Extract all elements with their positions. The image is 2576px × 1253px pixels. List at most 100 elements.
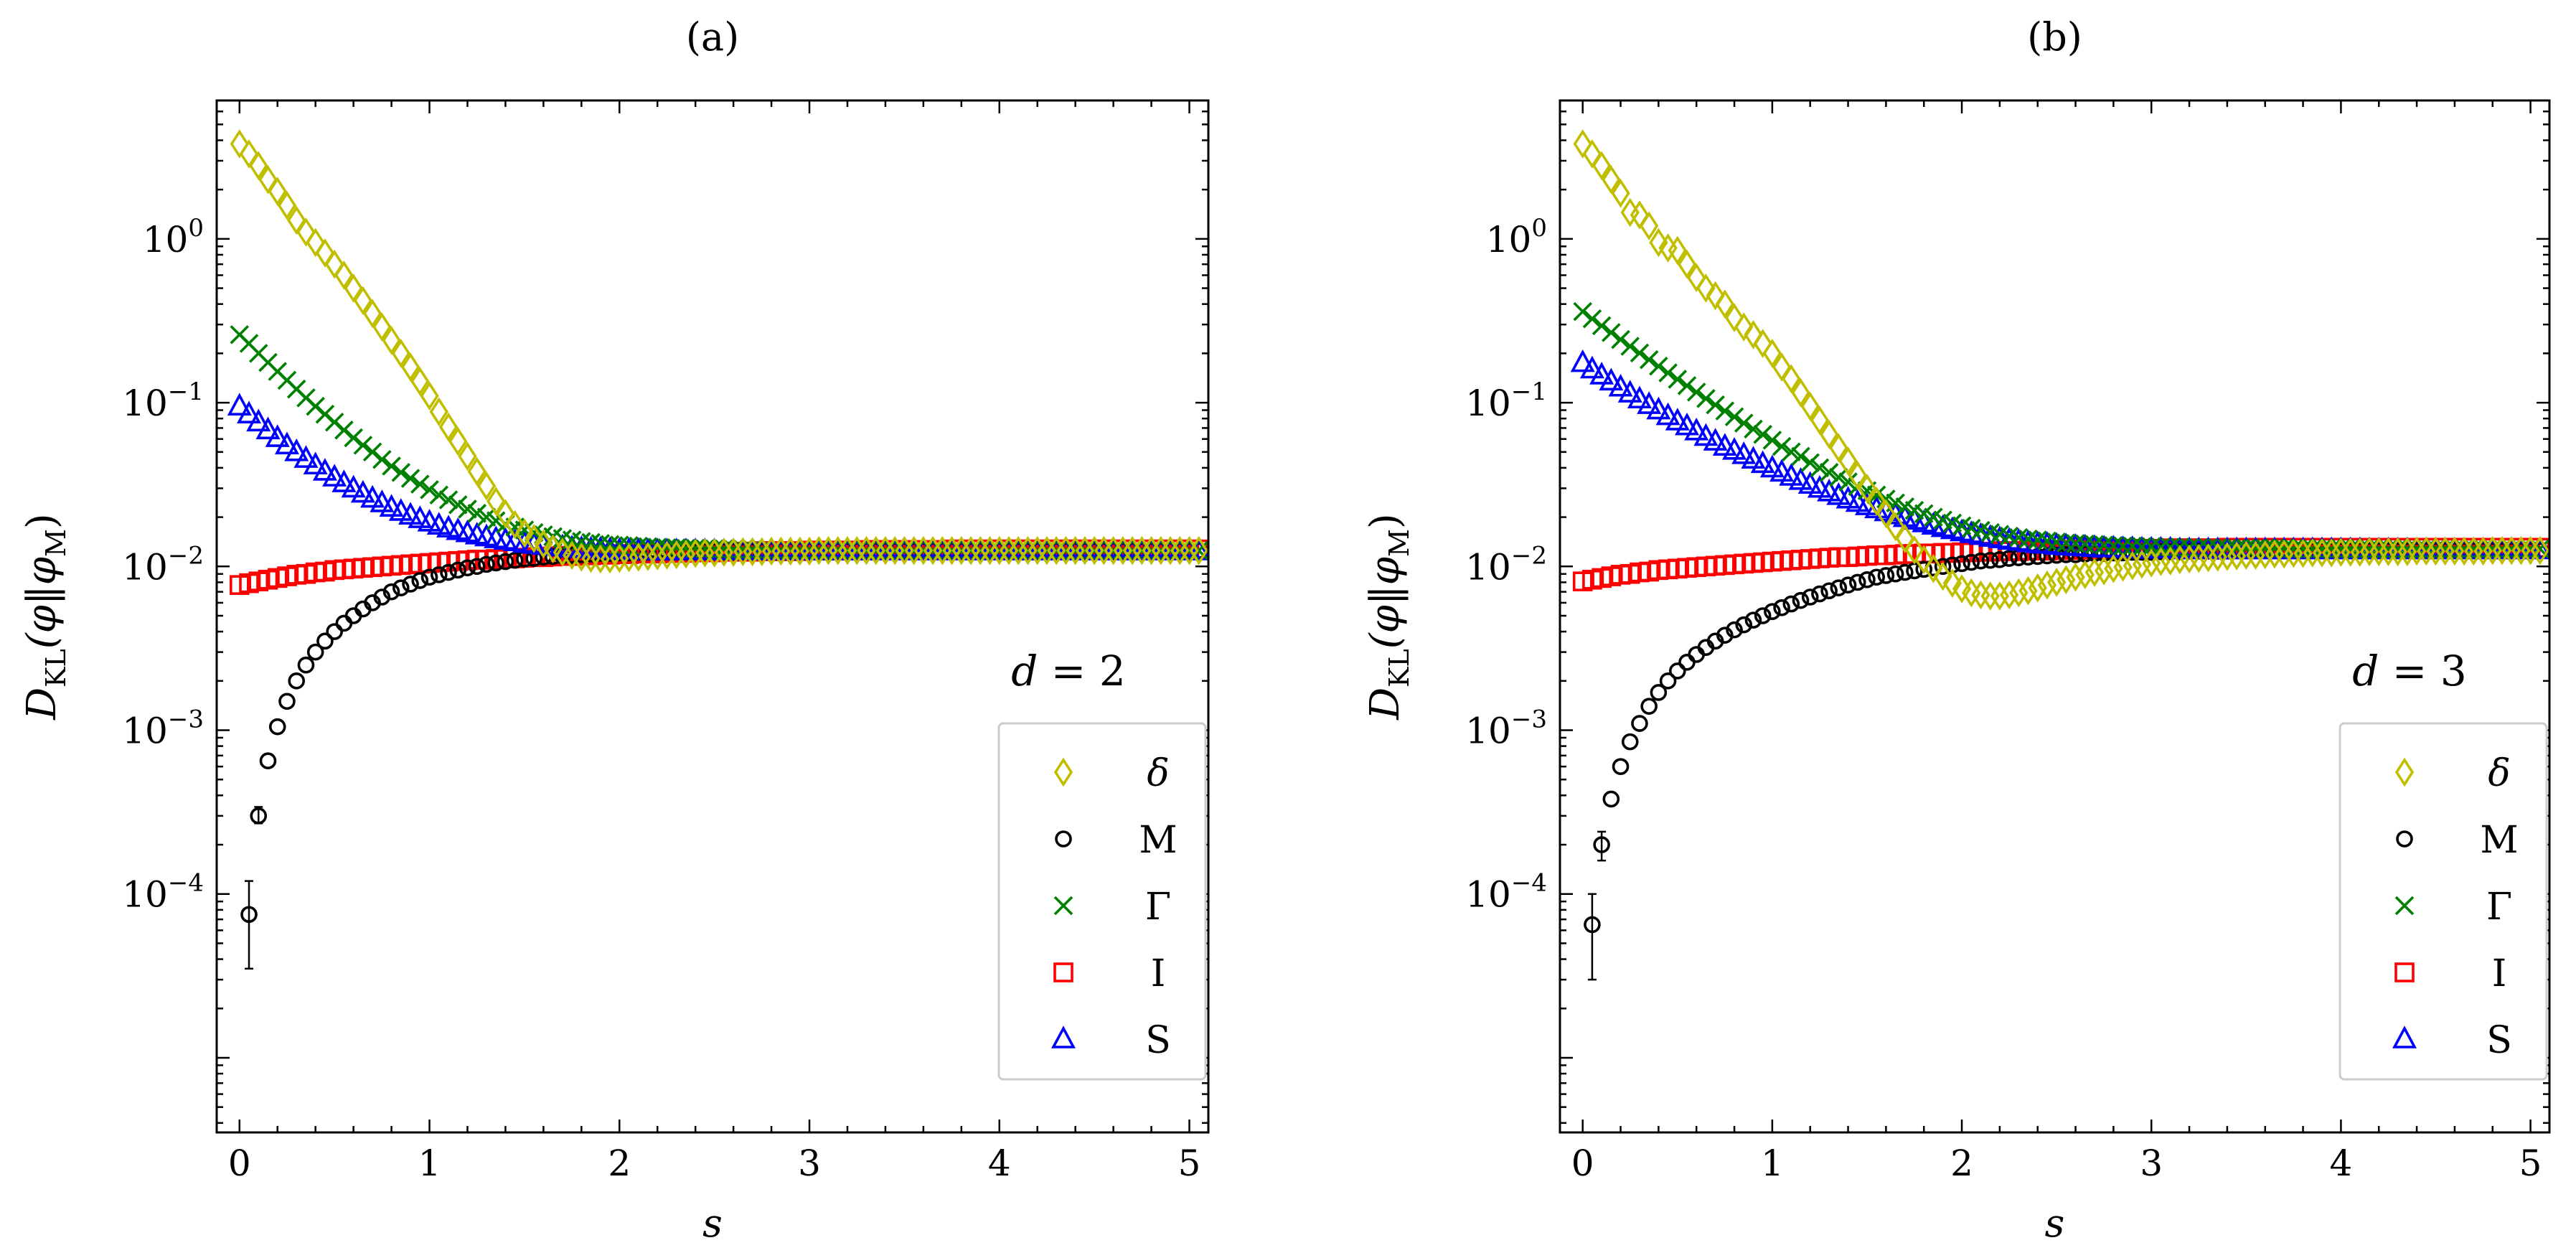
data-point (420, 381, 439, 410)
data-point (341, 474, 366, 498)
data-point (1791, 377, 1810, 408)
data-point (1649, 227, 1668, 258)
annotation-label: d = 2 (1011, 647, 1126, 695)
data-point (1639, 349, 1659, 370)
data-point (1186, 538, 1208, 560)
data-point (1999, 580, 2019, 610)
data-point (382, 456, 401, 476)
series-gamma (1573, 301, 2549, 559)
y-tick-label: 10−1 (122, 377, 204, 424)
legend-box (2338, 722, 2548, 1081)
data-point (1589, 362, 1614, 385)
data-point (325, 249, 344, 279)
data-point (2530, 535, 2549, 566)
chart-title: (b) (2027, 14, 2082, 60)
x-axis-label: s (702, 1201, 723, 1246)
data-point (1741, 446, 1766, 469)
data-point (362, 442, 382, 462)
data-point (246, 408, 271, 432)
data-point (1617, 380, 1642, 403)
data-point (1866, 485, 1886, 505)
data-point (1981, 551, 1999, 569)
data-point (1915, 560, 1933, 578)
data-point (227, 393, 252, 416)
data-area (1570, 129, 2549, 981)
data-point (2265, 538, 2285, 558)
data-point (1621, 733, 1639, 751)
data-point (410, 367, 430, 396)
data-point (1810, 405, 1830, 436)
data-point (1972, 552, 1990, 570)
data-point (1608, 373, 1633, 397)
data-point (468, 558, 486, 576)
data-point (1762, 339, 1782, 368)
data-point (2028, 573, 2047, 603)
data-point (496, 499, 515, 529)
data-point (467, 456, 486, 487)
data-point (1696, 273, 1716, 303)
data-point (288, 672, 305, 690)
y-tick-label: 10−4 (122, 869, 204, 916)
legend-marker (2394, 962, 2415, 982)
data-point (478, 555, 495, 573)
data-point (1754, 607, 1772, 624)
y-tick-label: 10−4 (1465, 869, 1547, 916)
legend-marker (2394, 896, 2415, 916)
data-point (1904, 535, 1924, 565)
data-point (411, 572, 429, 589)
data-point (1706, 281, 1725, 311)
data-point (1934, 558, 1952, 576)
data-point (268, 177, 287, 206)
data-point (1744, 611, 1762, 629)
data-point (255, 416, 281, 440)
data-point (2104, 554, 2123, 583)
y-tick-label: 10−2 (1465, 541, 1547, 588)
legend-label: δ (1147, 752, 1169, 795)
data-point (1791, 446, 1810, 466)
data-point (524, 524, 544, 553)
data-point (1772, 352, 1792, 382)
data-point (1782, 595, 1800, 613)
y-axis-label: DKL(φ‖φM) (1362, 513, 1415, 721)
x-tick-label: 5 (1178, 1142, 1201, 1184)
data-point (1593, 836, 1610, 853)
data-point (326, 623, 343, 640)
data-point (1838, 446, 1858, 476)
data-point (1658, 363, 1678, 383)
data-point (1858, 571, 1876, 588)
annotation-label: d = 3 (2352, 647, 2467, 695)
x-tick-label: 0 (228, 1142, 251, 1184)
data-point (2056, 565, 2076, 595)
data-point (2001, 550, 2018, 567)
data-point (1677, 249, 1697, 279)
data-point (1592, 151, 1612, 181)
data-point (487, 554, 504, 572)
data-point (429, 397, 448, 427)
x-tick-label: 4 (988, 1142, 1011, 1184)
data-point (1744, 320, 1763, 349)
data-point (1630, 200, 1650, 230)
data-point (1677, 376, 1697, 395)
data-point (1735, 616, 1753, 634)
data-point (392, 579, 410, 596)
data-point (334, 261, 354, 290)
data-point (448, 426, 468, 456)
data-point (438, 490, 459, 510)
data-point (1659, 672, 1677, 690)
data-point (1810, 458, 1830, 478)
data-point (2095, 556, 2114, 586)
legend-label: Γ (1145, 886, 1171, 929)
legend-label: M (2480, 819, 2518, 862)
series-S (1570, 349, 2549, 560)
data-point (1684, 417, 1709, 441)
data-point (1744, 419, 1763, 439)
data-point (1724, 407, 1744, 427)
data-point (2255, 538, 2275, 558)
data-point (1674, 412, 1700, 436)
data-point (2113, 536, 2133, 556)
data-point (1839, 576, 1857, 594)
data-point (382, 583, 400, 601)
data-point (1819, 463, 1839, 482)
data-point (1759, 454, 1785, 478)
